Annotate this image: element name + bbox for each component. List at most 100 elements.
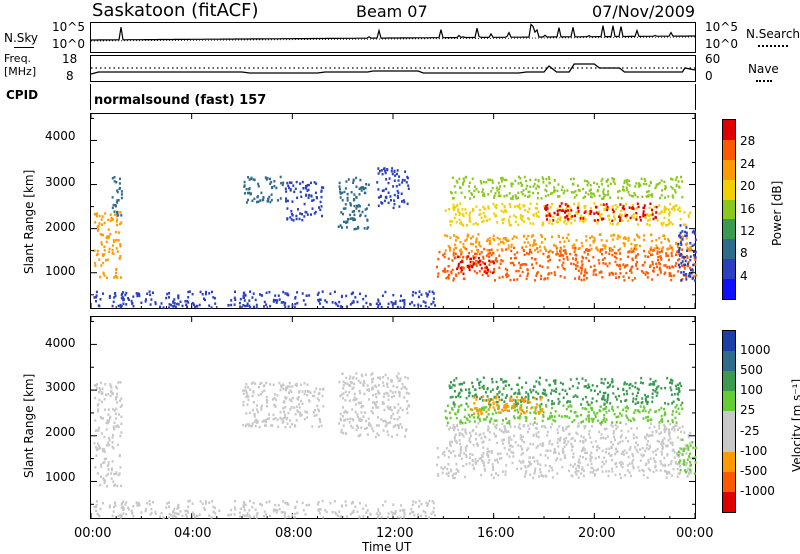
velocity-cell [482, 399, 485, 402]
power-cell [634, 185, 637, 188]
velocity-cell [610, 446, 613, 450]
power-cell [620, 197, 623, 200]
nsky-right-tick-top: 10^5 [705, 20, 738, 34]
power-cell [488, 218, 491, 221]
velocity-cell [652, 450, 655, 454]
velocity-cell [647, 411, 650, 414]
velocity-cell [239, 515, 242, 518]
power-cell [691, 244, 694, 247]
velocity-cell [635, 441, 638, 444]
velocity-cell [382, 395, 385, 399]
velocity-cell [557, 431, 559, 435]
velocity-cell [578, 461, 581, 464]
velocity-cell [299, 414, 302, 417]
velocity-cell [99, 507, 102, 511]
power-cell [268, 195, 271, 199]
velocity-cell [117, 413, 120, 416]
power-cell [297, 208, 299, 211]
power-cell [398, 205, 401, 208]
velocity-cell [394, 424, 397, 427]
velocity-cell [387, 377, 389, 380]
velocity-cell [497, 411, 500, 414]
velocity-cell [580, 435, 583, 438]
velocity-cell [443, 450, 446, 454]
power-cell [534, 178, 537, 181]
power-cell [681, 238, 684, 241]
velocity-cell [631, 453, 634, 456]
cpid-panel-line-right [695, 84, 696, 110]
velocity-cell [96, 410, 99, 413]
power-cell [499, 262, 502, 265]
power-cell [94, 262, 96, 265]
power-cell [601, 252, 603, 256]
power-cell [535, 212, 538, 215]
power-cell [307, 188, 310, 192]
velocity-cell [600, 465, 603, 468]
velocity-cell [635, 436, 638, 439]
power-cell [96, 249, 99, 253]
power-cell [461, 208, 464, 211]
power-cell [400, 192, 403, 195]
velocity-cell [580, 421, 583, 424]
velocity-cell [449, 426, 452, 429]
power-cell [113, 210, 116, 213]
velocity-cell [247, 398, 250, 402]
power-cell [284, 187, 287, 190]
power-cell [120, 196, 123, 200]
velocity-cell [113, 484, 116, 488]
velocity-cell [611, 467, 614, 470]
velocity-cell [94, 429, 97, 432]
power-cell [584, 210, 587, 213]
velocity-cell [589, 454, 592, 457]
velocity-cell [671, 413, 674, 416]
velocity-cell [104, 479, 107, 482]
velocity-cell [678, 426, 681, 430]
power-cell [457, 210, 460, 213]
power-cell [602, 244, 605, 247]
power-cell [115, 275, 117, 278]
velocity-cell [454, 433, 457, 436]
velocity-cell [588, 403, 591, 407]
power-cell [511, 237, 514, 240]
velocity-cell [449, 440, 452, 444]
velocity-cell [342, 380, 345, 384]
velocity-cell [539, 468, 542, 471]
power-cell [179, 300, 182, 303]
velocity-cell [644, 435, 646, 439]
velocity-cell [676, 397, 679, 401]
power-cell [614, 272, 617, 275]
power-cell [122, 298, 125, 301]
velocity-cell [626, 405, 629, 408]
power-cell [632, 249, 635, 253]
power-cell [574, 249, 577, 252]
velocity-cell [252, 381, 255, 384]
velocity-cell [665, 444, 667, 448]
power-cell [437, 272, 440, 275]
power-cell [501, 202, 504, 206]
power-cell [459, 267, 462, 270]
velocity-cell [110, 477, 113, 480]
velocity-cell [598, 455, 600, 459]
velocity-cell [118, 472, 121, 475]
power-cell [351, 217, 354, 220]
velocity-cell [524, 464, 527, 468]
power-cell [616, 223, 619, 226]
power-cell [513, 278, 515, 282]
power-cell [653, 247, 656, 250]
velocity-cell [279, 411, 282, 414]
power-cell [290, 181, 293, 184]
velocity-cell [287, 515, 290, 518]
power-cell [377, 167, 380, 170]
power-cell [116, 214, 118, 218]
power-cell [468, 265, 471, 269]
power-cell [244, 192, 246, 195]
power-cell [656, 246, 659, 250]
velocity-cell [673, 427, 676, 430]
power-cell [462, 256, 465, 259]
velocity-cell [622, 453, 625, 456]
power-cell [478, 208, 481, 212]
power-cell [689, 258, 692, 262]
velocity-cell [371, 387, 373, 391]
velocity-cell [542, 388, 545, 392]
velocity-cell [313, 390, 316, 394]
